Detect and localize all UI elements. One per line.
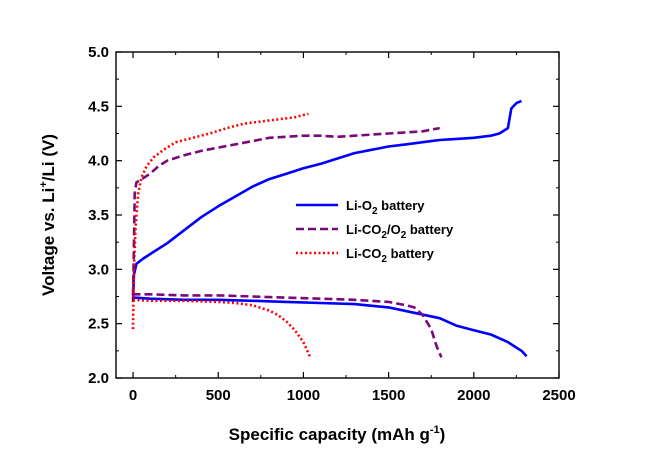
tick-marks: [116, 51, 560, 379]
x-tick-label-2500: 2500: [542, 387, 575, 404]
plot-frame: [115, 51, 560, 379]
series-1-charge-line: [131, 99, 523, 302]
y-tick-label-5: 5.0: [88, 44, 109, 61]
x-tick-label-1000: 1000: [287, 387, 320, 404]
legend: Li-O2 battery Li-CO2/O2 battery Li-CO2 bat…: [296, 198, 454, 265]
series-2-discharge-line: [131, 292, 443, 358]
legend-label-1: Li-O2 battery: [346, 198, 425, 217]
series-layer: [131, 99, 528, 358]
x-axis-title: Specific capacity (mAh g-1): [229, 424, 446, 444]
x-tick-label-2000: 2000: [457, 387, 490, 404]
legend-label-2: Li-CO2/O2 battery: [346, 222, 454, 241]
tick-labels: 0 500 1000 1500 2000 2500 2.0 2.5 3.0 3.5 4.0 4.5 5.…: [88, 44, 576, 404]
series-1-discharge-line: [131, 295, 528, 358]
series-2-charge-line: [131, 126, 440, 296]
series-3-discharge-line: [132, 298, 312, 358]
y-tick-label-2.5: 2.5: [88, 316, 109, 333]
y-tick-label-3: 3.0: [88, 261, 109, 278]
x-tick-label-1500: 1500: [372, 387, 405, 404]
y-tick-label-4: 4.0: [88, 153, 109, 170]
y-tick-label-2: 2.0: [88, 370, 109, 387]
y-axis-title: Voltage vs. Li+/Li (V): [38, 134, 58, 296]
legend-label-3: Li-CO2 battery: [346, 246, 435, 265]
x-tick-label-0: 0: [129, 387, 137, 404]
y-tick-label-3.5: 3.5: [88, 207, 109, 224]
x-tick-label-500: 500: [206, 387, 231, 404]
y-tick-label-4.5: 4.5: [88, 98, 109, 115]
